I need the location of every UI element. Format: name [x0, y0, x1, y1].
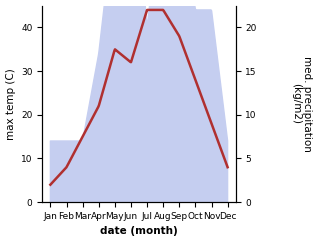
X-axis label: date (month): date (month)	[100, 227, 178, 236]
Y-axis label: med. precipitation
(kg/m2): med. precipitation (kg/m2)	[291, 56, 313, 152]
Y-axis label: max temp (C): max temp (C)	[5, 68, 16, 140]
